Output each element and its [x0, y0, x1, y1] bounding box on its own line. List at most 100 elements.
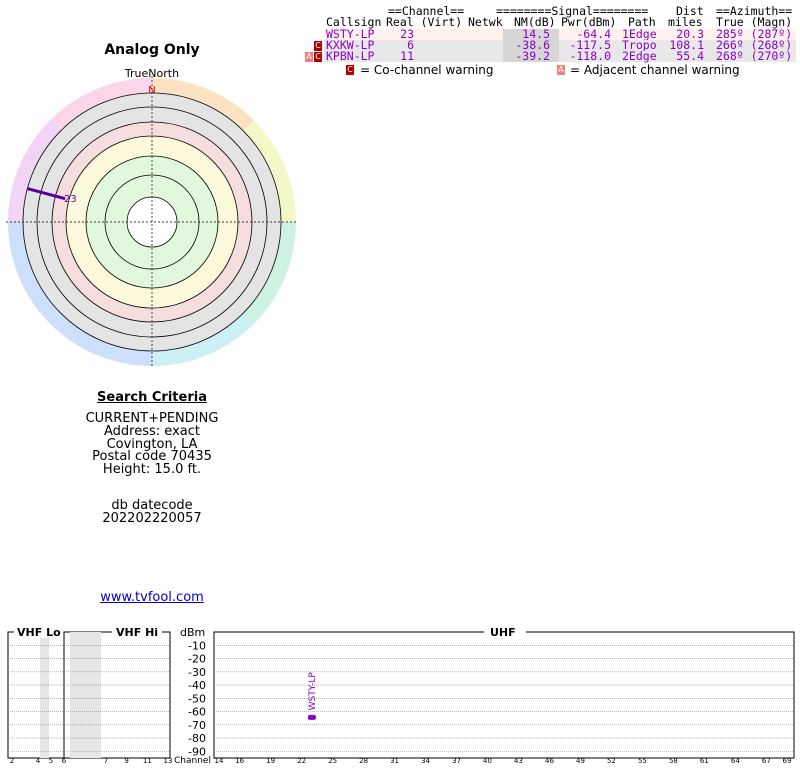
x-tick-label: 55 — [638, 757, 647, 765]
y-tick-label: -60 — [188, 706, 206, 719]
header-azimuth-group: ==Azimuth== — [716, 4, 793, 18]
vhf-lo-shade — [40, 632, 49, 758]
db-datecode-value: 202202220057 — [102, 511, 202, 526]
row-pwr: -117.5 — [569, 37, 611, 52]
x-tick-label: 16 — [235, 757, 244, 765]
row-azimuth: 266º (268º) — [716, 37, 793, 52]
header-nm: NM(dB) — [514, 15, 556, 30]
y-tick-label: -70 — [188, 719, 206, 732]
header-real-virt: Real (Virt) — [386, 15, 463, 30]
row-azimuth: 285º (287º) — [716, 26, 793, 41]
row-real-channel: 11 — [400, 49, 414, 64]
row-nm: 14.5 — [522, 26, 550, 41]
channel-axis-label: Channel — [174, 756, 211, 766]
north-marker: N — [148, 85, 155, 96]
row-pwr: -64.4 — [576, 26, 611, 41]
co-channel-warning: C — [314, 40, 322, 51]
row-path: 1Edge — [622, 26, 657, 41]
azimuth-panel: Analog Only TrueNorth N 23 — [0, 40, 305, 380]
criteria-line-2: Address: exact — [104, 424, 200, 439]
x-tick-label: 7 — [104, 757, 108, 765]
x-tick-label: 40 — [483, 757, 492, 765]
header-path: Path — [628, 15, 656, 30]
co-channel-warning: C — [314, 52, 322, 63]
criteria-line-1: CURRENT+PENDING — [85, 411, 219, 426]
x-tick-label: 31 — [390, 757, 399, 765]
x-tick-label: 2 — [10, 757, 14, 765]
search-criteria-title: Search Criteria — [97, 390, 207, 405]
x-tick-label: 13 — [164, 757, 173, 765]
uhf-title: UHF — [490, 626, 516, 639]
y-tick-label: -90 — [188, 745, 206, 758]
x-tick-label: 34 — [421, 757, 430, 765]
x-tick-label: 49 — [576, 757, 585, 765]
row-nm: -38.6 — [515, 37, 550, 52]
x-tick-label: 61 — [700, 757, 709, 765]
row-real-channel: 23 — [400, 26, 414, 41]
table-header-top: ==Channel== ========Signal======== Dist … — [300, 4, 796, 18]
row-callsign[interactable]: WSTY-LP — [326, 26, 375, 41]
y-tick-label: -50 — [188, 692, 206, 705]
vhf-hi-shade — [70, 632, 101, 758]
header-callsign: Callsign — [326, 15, 382, 30]
station-bearing-label: 23 — [64, 194, 77, 205]
x-tick-label: 69 — [783, 757, 792, 765]
header-miles: miles — [668, 15, 703, 30]
criteria-line-5: Height: 15.0 ft. — [102, 462, 202, 477]
adjacent-channel-legend-box: A — [557, 65, 565, 76]
uhf-panel — [213, 631, 795, 759]
header-signal-group: ========Signal======== — [496, 4, 649, 18]
header-dist: Dist — [676, 4, 704, 18]
criteria-line-4: Postal code 70435 — [92, 449, 212, 464]
co-channel-legend-label: = Co-channel warning — [360, 63, 494, 78]
table-row[interactable]: WSTY-LP 23 14.5 -64.4 1Edge 20.3 285º (287º) — [300, 26, 796, 41]
y-tick-label: -80 — [188, 732, 206, 745]
row-path: 2Edge — [622, 49, 657, 64]
table-row[interactable]: A C KPBN-LP 11 -39.2 -118.0 2Edge 55.4 268º (270… — [300, 49, 796, 64]
x-tick-label: 9 — [124, 757, 128, 765]
y-tick-label: -30 — [188, 666, 206, 679]
header-channel-group: ==Channel== — [388, 4, 465, 18]
x-tick-label: 5 — [49, 757, 53, 765]
adjacent-channel-warning: A — [305, 52, 313, 63]
x-tick-label: 37 — [452, 757, 461, 765]
x-tick-label: 25 — [328, 757, 337, 765]
x-tick-label: 14 — [215, 757, 224, 765]
table-row[interactable]: C KXKW-LP 6 -38.6 -117.5 Tropo 108.1 266º (268º… — [300, 37, 796, 52]
header-netwk: Netwk — [468, 15, 503, 30]
x-tick-label: 64 — [731, 757, 740, 765]
station-bearing-line[interactable] — [27, 187, 66, 201]
x-tick-label: 22 — [297, 757, 306, 765]
x-tick-label: 58 — [669, 757, 678, 765]
adjacent-channel-legend-label: = Adjacent channel warning — [570, 63, 740, 78]
station-signal-bar[interactable] — [307, 714, 316, 720]
co-channel-legend-box: C — [346, 65, 354, 76]
true-north-label: TrueNorth — [124, 67, 180, 80]
dbm-unit-label: dBm — [180, 626, 205, 639]
criteria-line-3: Covington, LA — [106, 437, 198, 452]
row-miles: 20.3 — [676, 26, 704, 41]
row-azimuth: 268º (270º) — [716, 49, 793, 64]
vhf-lo-panel — [7, 631, 65, 759]
x-tick-label: 6 — [62, 757, 67, 765]
row-miles: 108.1 — [669, 37, 704, 52]
x-tick-label: 52 — [607, 757, 616, 765]
tvfool-link[interactable]: www.tvfool.com — [100, 590, 204, 605]
x-tick-label: 28 — [359, 757, 368, 765]
table-header-cols: Callsign Real (Virt) Netwk NM(dB) Pwr(dB… — [300, 15, 796, 30]
x-tick-label: 19 — [266, 757, 275, 765]
warning-legend: C = Co-channel warning A = Adjacent chan… — [300, 62, 796, 92]
x-tick-label: 43 — [514, 757, 523, 765]
x-tick-label: 67 — [762, 757, 771, 765]
x-tick-label: 11 — [143, 757, 152, 765]
polar-title: Analog Only — [104, 42, 200, 58]
y-tick-label: -20 — [188, 653, 206, 666]
station-bar-label: WSTY-LP — [308, 672, 318, 711]
y-tick-label: -10 — [188, 639, 206, 652]
db-datecode-label: db datecode — [111, 498, 193, 513]
row-callsign[interactable]: KXKW-LP — [326, 37, 375, 52]
row-pwr: -118.0 — [569, 49, 611, 64]
row-real-channel: 6 — [407, 37, 414, 52]
vhf-lo-title: VHF Lo — [17, 626, 61, 639]
row-callsign[interactable]: KPBN-LP — [326, 49, 375, 64]
